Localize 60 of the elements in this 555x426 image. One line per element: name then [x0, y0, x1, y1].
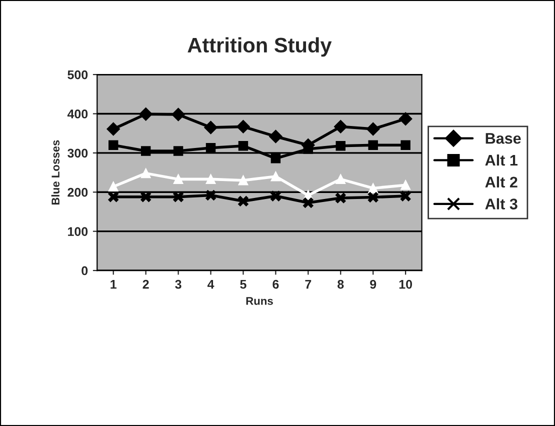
point	[400, 190, 412, 202]
x-tick-label: 3	[175, 280, 182, 289]
point	[336, 174, 346, 184]
point	[270, 154, 281, 164]
y-tick-label: 100	[68, 227, 88, 236]
y-tick-label: 300	[68, 148, 88, 158]
point	[237, 195, 250, 208]
x-tick-label: 9	[370, 280, 376, 289]
y-tick-label: 400	[67, 110, 88, 118]
x-tick-label: 2	[142, 280, 149, 289]
point	[172, 190, 184, 203]
point	[269, 130, 282, 144]
point	[108, 182, 118, 192]
y-tick-label: 200	[68, 188, 88, 197]
point	[206, 174, 216, 184]
x-tick-label: 1	[110, 280, 116, 289]
point	[238, 141, 248, 151]
point	[334, 192, 347, 204]
point	[367, 191, 379, 204]
point	[140, 146, 151, 156]
point	[236, 120, 250, 134]
point	[366, 122, 380, 136]
point	[302, 196, 314, 209]
chart-title: Attrition Study	[188, 37, 332, 57]
point	[400, 180, 410, 190]
point	[238, 176, 248, 186]
x-tick-label: 8	[338, 280, 344, 289]
y-axis-title: Blue Losses	[51, 140, 60, 205]
x-axis-title: Runs	[246, 297, 273, 305]
point	[398, 112, 412, 126]
point	[368, 140, 378, 150]
text: Alt 2	[485, 176, 518, 188]
point	[270, 172, 281, 182]
point	[334, 120, 348, 134]
point	[206, 142, 216, 153]
point	[107, 190, 120, 203]
point	[106, 122, 120, 136]
legend-label: Base	[486, 133, 521, 144]
point	[270, 190, 282, 202]
point	[140, 168, 151, 178]
point	[173, 146, 184, 156]
x-tick-label: 10	[399, 280, 412, 289]
point	[204, 189, 217, 202]
y-tick-label: 500	[68, 70, 88, 80]
x-tick-label: 7	[305, 280, 312, 289]
point	[140, 190, 152, 203]
point	[172, 108, 185, 122]
point	[204, 120, 218, 134]
x-tick-label: 6	[272, 280, 279, 289]
point	[139, 108, 152, 121]
y-tick-label: 0	[82, 266, 88, 276]
point	[400, 140, 410, 150]
point	[336, 141, 346, 151]
x-tick-label: 4	[207, 280, 214, 289]
point	[368, 183, 378, 194]
point	[173, 174, 184, 184]
legend-label: Alt 1	[485, 154, 518, 166]
point	[108, 140, 118, 150]
legend-label: Alt 3	[485, 198, 518, 210]
x-tick-label: 5	[240, 280, 246, 289]
